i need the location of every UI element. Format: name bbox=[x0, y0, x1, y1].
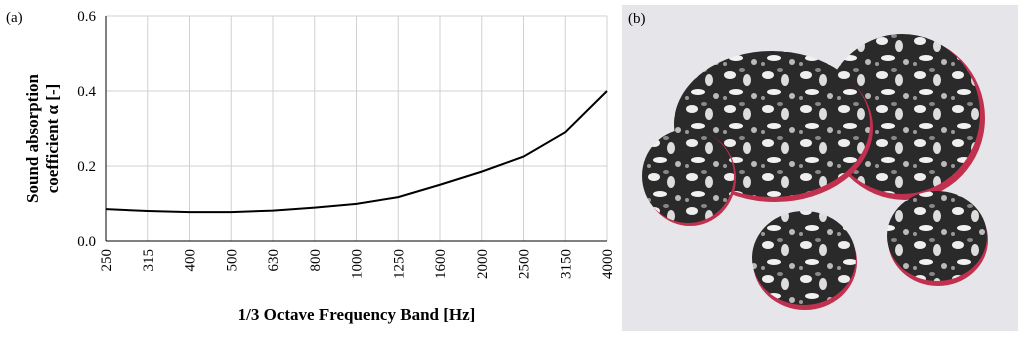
x-tick-label: 1600 bbox=[433, 249, 449, 279]
x-tick-label: 3150 bbox=[558, 249, 574, 279]
x-tick-label: 500 bbox=[224, 249, 240, 272]
x-tick-label: 400 bbox=[183, 249, 199, 272]
specimen bbox=[887, 191, 987, 281]
x-tick-label: 630 bbox=[266, 249, 282, 272]
panel-label: (b) bbox=[628, 11, 646, 27]
specimen bbox=[752, 211, 856, 305]
x-tick-label: 2500 bbox=[517, 249, 533, 279]
y-tick-label: 0.2 bbox=[77, 159, 96, 175]
x-axis-label: 1/3 Octave Frequency Band [Hz] bbox=[238, 305, 476, 324]
specimen bbox=[642, 129, 734, 223]
y-axis-label: coefficient α [-] bbox=[43, 84, 62, 194]
y-tick-label: 0.0 bbox=[77, 234, 96, 250]
data-line bbox=[105, 90, 608, 214]
x-tick-label: 4000 bbox=[600, 249, 616, 279]
label-bg bbox=[629, 7, 655, 29]
x-tick-label: 1000 bbox=[350, 249, 366, 279]
x-tick-label: 1250 bbox=[391, 249, 407, 279]
x-tick-label: 2000 bbox=[475, 249, 491, 279]
panel-label: (a) bbox=[6, 10, 23, 26]
y-axis-label: Sound absorption bbox=[23, 73, 42, 203]
photo: (b) bbox=[622, 5, 1018, 331]
y-tick-label: 0.6 bbox=[77, 9, 96, 25]
x-tick-label: 315 bbox=[141, 249, 157, 272]
x-tick-label: 250 bbox=[99, 249, 115, 272]
x-tick-label: 800 bbox=[308, 249, 324, 272]
y-tick-label: 0.4 bbox=[77, 84, 96, 100]
